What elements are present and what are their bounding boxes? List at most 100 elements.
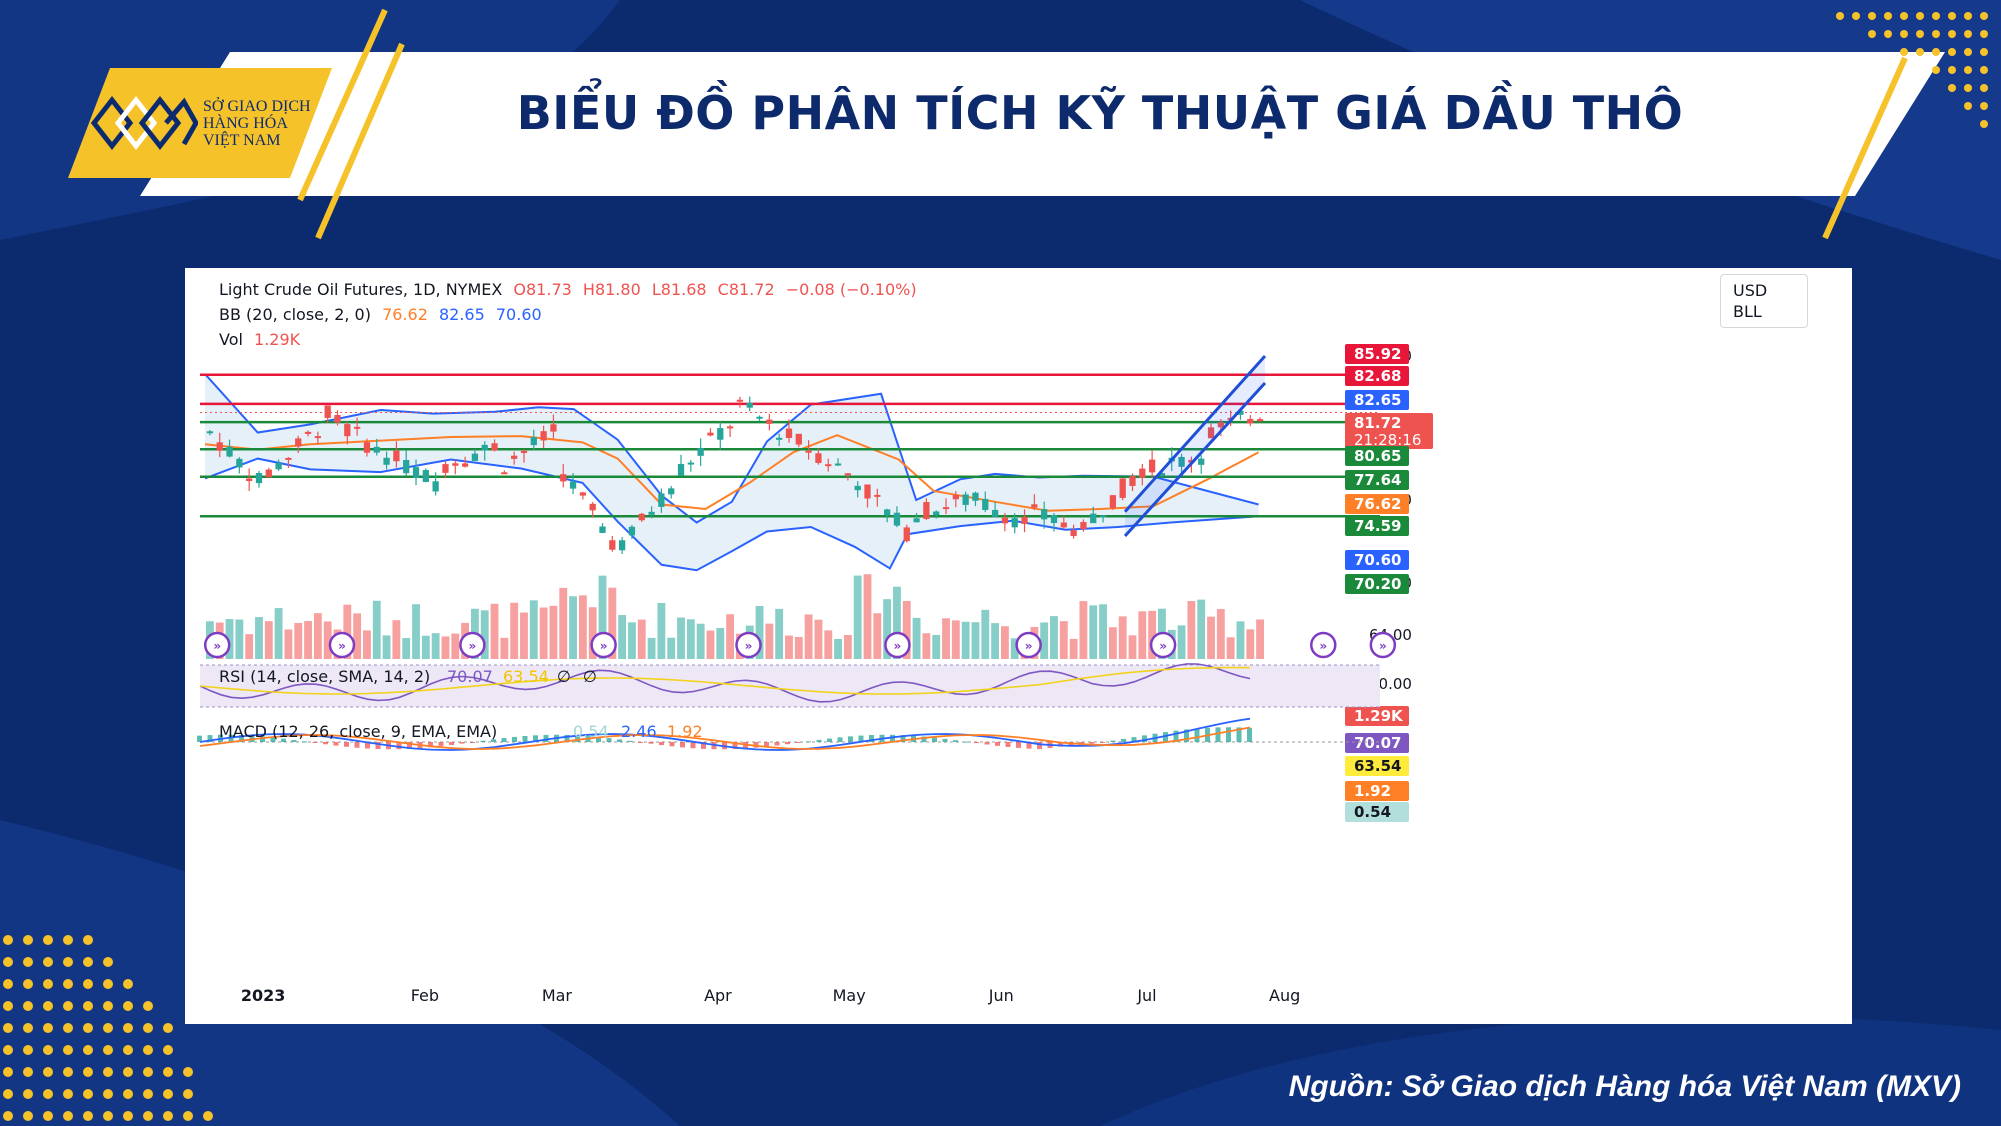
volume-bar (981, 609, 990, 659)
volume-bar (902, 600, 911, 659)
volume-bar (245, 634, 254, 659)
volume-bar (873, 613, 882, 659)
volume-bar (843, 635, 852, 659)
candle-body (569, 481, 577, 489)
candle-body (481, 444, 488, 451)
instrument-name: Light Crude Oil Futures, 1D, NYMEX (219, 280, 503, 299)
macd-legend-text: 0.54 (573, 722, 609, 741)
vol-value: 1.29K (254, 330, 301, 349)
ohlc-close: C81.72 (717, 280, 775, 299)
price-tag-label: 0.54 (1354, 803, 1391, 821)
candle-body (471, 453, 479, 461)
candle-body (491, 443, 498, 451)
volume-bar (765, 623, 774, 659)
volume-bar (451, 633, 460, 659)
volume-bar (559, 587, 568, 659)
candle-body (599, 526, 606, 533)
macd-histogram-bar (428, 742, 433, 748)
candle-body (1119, 478, 1126, 498)
candle-body (1207, 427, 1215, 439)
candle-body (1021, 516, 1028, 524)
logo-line-1: SỞ GIAO DỊCH (203, 98, 311, 115)
logo-mark-icon (90, 95, 198, 151)
candle-body (736, 399, 744, 402)
macd-histogram-bar (1110, 740, 1116, 742)
price-tag-label: 1.92 (1354, 782, 1391, 800)
currency-unit-button[interactable]: USD BLL (1720, 274, 1808, 328)
candle-body (353, 426, 361, 429)
logo-text: SỞ GIAO DỊCH HÀNG HÓA VIỆT NAM (203, 98, 311, 149)
volume-bar (628, 622, 636, 659)
candle-body (648, 511, 655, 515)
candle-body (275, 463, 282, 470)
volume-bar (794, 636, 803, 659)
rsi-legend-text: 63.54 (503, 667, 549, 686)
chart-panel: 88.0072.0068.0064.0060.0085.9282.6882.65… (185, 268, 1852, 1024)
price-tag-label: 70.07 (1354, 734, 1401, 752)
bb-upper: 82.65 (438, 305, 485, 324)
candle-body (834, 463, 842, 466)
macd-histogram-bar (1142, 735, 1147, 742)
volume-bar (686, 619, 695, 659)
macd-histogram-bar (543, 734, 549, 742)
volume-bar (667, 637, 676, 659)
macd-histogram-bar (365, 742, 370, 749)
candle-body (1256, 419, 1264, 422)
volume-bar (804, 614, 813, 659)
candle-body (942, 507, 950, 510)
x-tick-label: Jun (988, 986, 1014, 1005)
event-marker-glyph: » (1319, 639, 1327, 653)
macd-histogram-bar (827, 738, 832, 742)
macd-histogram-bar (816, 739, 822, 742)
price-tag-label: 70.60 (1354, 551, 1401, 569)
macd-histogram-bar (1089, 742, 1095, 744)
volume-bar (539, 607, 548, 659)
macd-histogram-bar (344, 742, 349, 747)
volume-bar (421, 635, 430, 659)
candle-body (1247, 418, 1254, 424)
candle-body (805, 450, 812, 453)
candle-body (383, 457, 390, 465)
volume-bar (372, 600, 381, 659)
rsi-legend-extra: ∅ (557, 667, 571, 686)
candle-body (216, 442, 223, 451)
candle-body (363, 442, 371, 453)
macd-histogram-bar (1163, 732, 1168, 742)
legend-bb-row: BB (20, close, 2, 0) 76.62 82.65 70.60 (219, 305, 548, 324)
macd-histogram-bar (501, 738, 507, 742)
candle-body (452, 463, 459, 466)
price-tag (1345, 413, 1433, 449)
candle-body (1090, 513, 1097, 524)
candle-body (501, 472, 508, 475)
volume-bar (1256, 619, 1265, 659)
volume-bar (255, 616, 263, 659)
bb-lower: 70.60 (495, 305, 542, 324)
macd-histogram-bar (837, 737, 843, 742)
volume-bar (1118, 616, 1127, 659)
price-tag-label: 81.72 (1354, 414, 1401, 432)
volume-bar (225, 619, 234, 659)
macd-histogram-bar (281, 738, 286, 742)
price-tag (1345, 781, 1409, 801)
candle-body (687, 462, 694, 465)
candle-body (766, 419, 773, 424)
macd-histogram-bar (1058, 742, 1063, 747)
macd-histogram-bar (900, 735, 906, 742)
macd-histogram-bar (470, 742, 475, 743)
candle-body (923, 502, 930, 519)
macd-histogram-bar (995, 742, 1000, 746)
macd-histogram-bar (795, 742, 801, 743)
macd-histogram-bar (323, 742, 328, 745)
volume-bar (932, 634, 941, 659)
candle-body (883, 509, 891, 516)
macd-histogram-bar (596, 736, 601, 742)
event-marker-glyph: » (894, 639, 902, 653)
candle-body (1001, 517, 1009, 524)
macd-histogram-bar (638, 742, 643, 743)
x-tick-label: Jul (1136, 986, 1156, 1005)
bb-basis-line (204, 434, 1260, 512)
macd-histogram-bar (1026, 742, 1032, 749)
price-tag (1345, 550, 1409, 570)
volume-bar (520, 612, 528, 659)
macd-histogram-bar (774, 742, 780, 746)
